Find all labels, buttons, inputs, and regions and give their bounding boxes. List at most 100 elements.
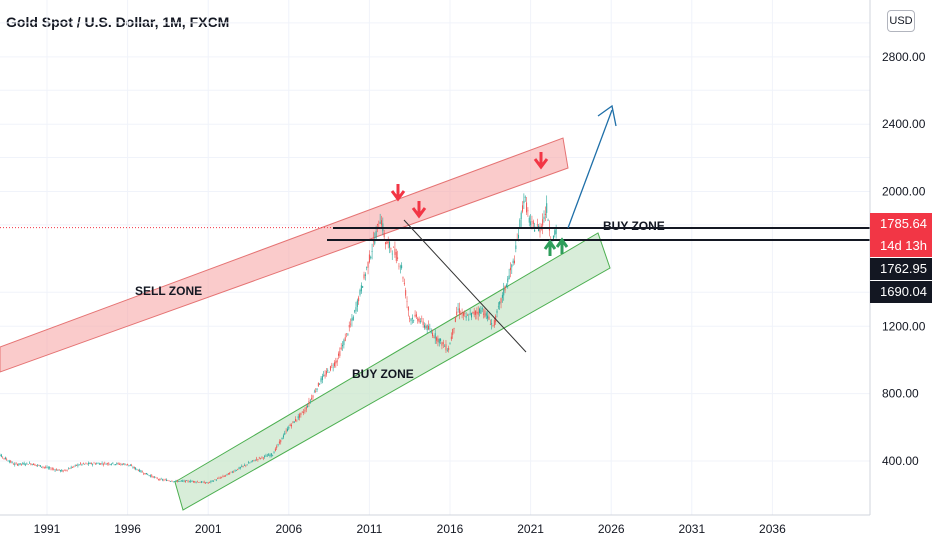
candle-body: [509, 267, 511, 271]
candle-body: [30, 463, 32, 465]
candle-body: [350, 323, 352, 325]
candle-body: [351, 318, 353, 321]
candle-body: [223, 475, 225, 477]
time-tick-label: 2006: [275, 522, 302, 536]
candle-body: [395, 251, 397, 261]
candle-body: [497, 306, 499, 308]
candle-body: [39, 465, 41, 467]
candle-body: [505, 284, 507, 288]
candle-body: [419, 321, 421, 323]
candle-body: [292, 421, 294, 423]
candle-body: [84, 463, 86, 465]
candle-body: [319, 384, 321, 385]
candle-body: [124, 464, 126, 466]
candle-body: [249, 462, 251, 464]
candle-body: [258, 457, 260, 459]
candle-body: [285, 430, 287, 432]
candle-body: [288, 427, 290, 429]
arrow-head: [555, 237, 569, 248]
arrow-head: [390, 190, 406, 202]
candle-body: [73, 466, 75, 467]
candle-body: [261, 456, 263, 458]
candle-body: [65, 470, 67, 471]
candle-body: [93, 462, 95, 464]
candle-body: [26, 462, 28, 464]
candle-body: [144, 473, 146, 475]
candle-body: [476, 311, 478, 314]
candle-body: [245, 464, 247, 466]
candle-body: [155, 477, 157, 478]
candle-body: [78, 464, 80, 466]
candle-body: [248, 462, 249, 464]
currency-button[interactable]: USD: [887, 10, 915, 32]
candle-body: [313, 391, 315, 393]
candle-body: [475, 310, 477, 315]
candle-body: [98, 463, 100, 465]
candle-body: [393, 247, 395, 248]
candle-body: [528, 217, 530, 223]
candle-body: [115, 464, 117, 465]
candle-body: [301, 411, 303, 413]
candle-body: [268, 454, 270, 456]
candle-body: [117, 462, 119, 464]
candle-body: [320, 378, 322, 382]
candle-body: [281, 437, 283, 440]
candle-body: [426, 325, 428, 331]
red-down-arrow-2: [411, 201, 427, 219]
candle-body: [47, 467, 49, 469]
candle-body: [51, 468, 53, 470]
candle-body: [446, 350, 448, 352]
candle-body: [58, 469, 60, 471]
candle-body: [436, 337, 438, 341]
candle-body: [540, 226, 542, 227]
candle-body: [180, 480, 182, 482]
candle-body: [38, 465, 40, 466]
candle-body: [473, 311, 475, 315]
candle-body: [25, 464, 27, 466]
candle-body: [317, 382, 319, 387]
candle-body: [360, 285, 362, 292]
candle-body: [269, 454, 271, 457]
candles: [0, 193, 557, 485]
candle-body: [433, 337, 435, 338]
buy-zone-label-lower: BUY ZONE: [352, 367, 414, 381]
candle-body: [311, 397, 313, 400]
buy-zone-label-upper: BUY ZONE: [603, 219, 665, 233]
candle-body: [401, 265, 403, 269]
candle-body: [108, 463, 110, 465]
candle-body: [417, 318, 419, 321]
candle-body: [323, 375, 325, 376]
candle-body: [183, 480, 185, 482]
price-tag: 14d 13h: [870, 235, 932, 257]
candle-body: [50, 468, 52, 470]
candle-body: [57, 469, 59, 471]
candle-body: [53, 469, 55, 470]
candle-body: [6, 459, 8, 460]
candle-body: [374, 239, 376, 244]
candle-body: [425, 326, 427, 328]
candle-body: [453, 328, 455, 330]
projection-arrow-line: [567, 109, 613, 229]
price-tick-label: 400.00: [882, 454, 919, 468]
arrow-head: [411, 207, 427, 219]
candle-body: [543, 216, 545, 219]
candle-body: [217, 478, 219, 480]
candle-body: [544, 213, 546, 215]
candle-body: [289, 424, 291, 427]
candle-body: [534, 229, 536, 232]
candle-body: [552, 235, 554, 241]
candle-body: [207, 482, 209, 484]
candle-body: [69, 468, 71, 470]
time-tick-label: 1996: [114, 522, 141, 536]
candle-body: [254, 460, 256, 462]
candle-body: [167, 480, 169, 482]
candle-body: [128, 464, 130, 466]
candle-body: [422, 321, 424, 325]
candle-body: [325, 371, 327, 375]
time-tick-label: 2021: [517, 522, 544, 536]
candle-body: [195, 481, 197, 483]
arrow-head: [533, 158, 549, 170]
candle-body: [354, 310, 356, 312]
candle-body: [432, 332, 434, 337]
